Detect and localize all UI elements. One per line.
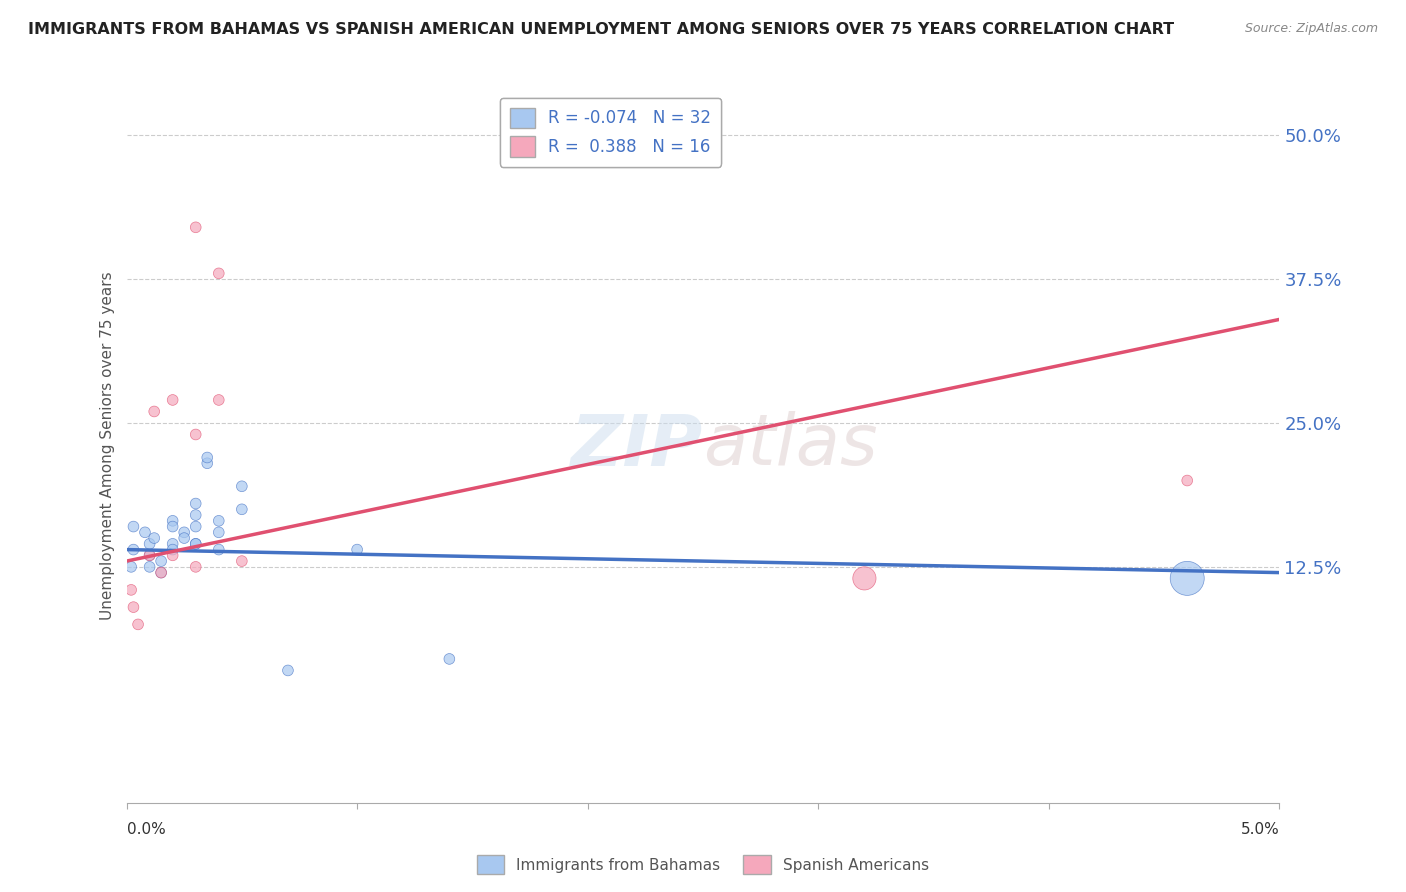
- Point: [184, 519, 207, 533]
- Point: [208, 542, 231, 557]
- Point: [1175, 571, 1198, 585]
- Point: [184, 220, 207, 235]
- Legend: R = -0.074   N = 32, R =  0.388   N = 16: R = -0.074 N = 32, R = 0.388 N = 16: [501, 97, 721, 167]
- Point: [143, 404, 166, 418]
- Point: [150, 554, 173, 568]
- Point: [1175, 474, 1198, 488]
- Point: [184, 508, 207, 522]
- Point: [150, 566, 173, 580]
- Point: [173, 531, 195, 545]
- Y-axis label: Unemployment Among Seniors over 75 years: Unemployment Among Seniors over 75 years: [100, 272, 115, 620]
- Point: [208, 525, 231, 540]
- Point: [162, 542, 184, 557]
- Point: [138, 549, 160, 563]
- Text: 5.0%: 5.0%: [1240, 822, 1279, 837]
- Point: [162, 519, 184, 533]
- Point: [231, 479, 253, 493]
- Point: [150, 566, 173, 580]
- Point: [195, 456, 218, 470]
- Point: [195, 450, 218, 465]
- Text: IMMIGRANTS FROM BAHAMAS VS SPANISH AMERICAN UNEMPLOYMENT AMONG SENIORS OVER 75 Y: IMMIGRANTS FROM BAHAMAS VS SPANISH AMERI…: [28, 22, 1174, 37]
- Point: [184, 537, 207, 551]
- Text: atlas: atlas: [703, 411, 877, 481]
- Point: [162, 392, 184, 407]
- Point: [127, 617, 149, 632]
- Point: [231, 502, 253, 516]
- Point: [231, 554, 253, 568]
- Point: [208, 392, 231, 407]
- Text: 0.0%: 0.0%: [127, 822, 166, 837]
- Point: [346, 542, 368, 557]
- Point: [184, 497, 207, 511]
- Point: [184, 427, 207, 442]
- Point: [439, 652, 461, 666]
- Point: [120, 559, 142, 574]
- Point: [122, 519, 145, 533]
- Point: [277, 664, 299, 678]
- Point: [162, 549, 184, 563]
- Point: [162, 537, 184, 551]
- Point: [853, 571, 876, 585]
- Point: [134, 525, 156, 540]
- Point: [138, 559, 160, 574]
- Point: [138, 549, 160, 563]
- Text: Source: ZipAtlas.com: Source: ZipAtlas.com: [1244, 22, 1378, 36]
- Text: ZIP: ZIP: [571, 411, 703, 481]
- Point: [143, 531, 166, 545]
- Point: [120, 582, 142, 597]
- Point: [184, 559, 207, 574]
- Point: [122, 600, 145, 615]
- Legend: Immigrants from Bahamas, Spanish Americans: Immigrants from Bahamas, Spanish America…: [471, 849, 935, 880]
- Point: [162, 514, 184, 528]
- Point: [208, 266, 231, 280]
- Point: [173, 525, 195, 540]
- Point: [122, 542, 145, 557]
- Point: [138, 537, 160, 551]
- Point: [184, 537, 207, 551]
- Point: [208, 514, 231, 528]
